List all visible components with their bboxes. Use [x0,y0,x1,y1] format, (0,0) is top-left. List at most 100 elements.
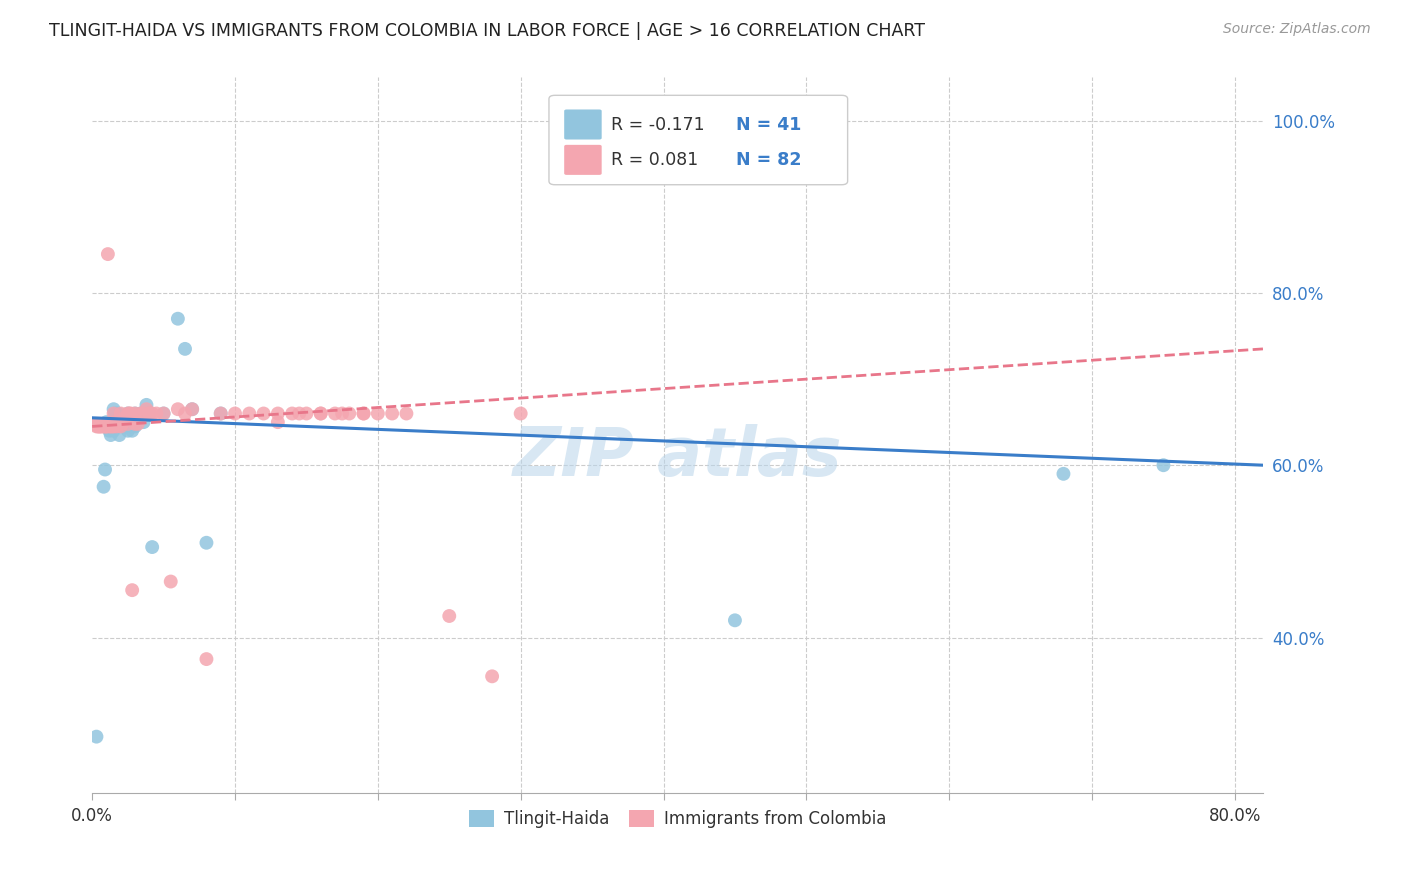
Point [115,419,138,434]
Point [295,407,318,421]
Point [135,402,157,417]
Point [103,407,125,421]
Point [118,415,141,429]
Point [90,417,112,431]
Point [145,407,167,421]
Point [117,407,139,421]
Point [112,415,135,429]
Text: Source: ZipAtlas.com: Source: ZipAtlas.com [1223,22,1371,37]
Point [101,419,124,434]
Point [224,407,246,421]
Point [103,417,125,431]
Point [94,419,117,434]
Point [118,407,141,421]
Point [337,407,360,421]
Point [98,417,121,431]
Point [105,410,128,425]
Point [100,417,122,431]
Point [129,407,152,421]
Point [124,417,146,431]
Point [132,415,155,429]
Point [86,730,108,744]
Point [112,419,135,434]
Text: N = 41: N = 41 [737,115,801,134]
Point [121,424,143,438]
Point [367,407,389,421]
Point [110,407,132,421]
Point [91,417,114,431]
Point [181,402,204,417]
Point [94,417,117,431]
Point [93,417,115,431]
Point [209,407,232,421]
Point [121,583,143,598]
Point [138,407,160,421]
Point [91,419,114,434]
Point [87,417,110,431]
Point [89,417,111,431]
Text: N = 82: N = 82 [737,151,801,169]
Point [108,428,131,442]
Point [114,415,136,429]
Point [195,652,218,666]
Point [174,342,197,356]
Point [138,407,160,421]
Point [107,407,129,421]
Point [108,415,131,429]
Point [195,535,218,549]
Point [152,407,174,421]
Point [439,609,461,624]
Point [104,415,127,429]
Point [110,415,132,429]
Point [107,417,129,431]
Point [323,407,346,421]
Point [181,402,204,417]
Point [124,407,146,421]
Point [117,424,139,438]
FancyBboxPatch shape [548,95,848,185]
Point [127,417,149,431]
Text: TLINGIT-HAIDA VS IMMIGRANTS FROM COLOMBIA IN LABOR FORCE | AGE > 16 CORRELATION : TLINGIT-HAIDA VS IMMIGRANTS FROM COLOMBI… [49,22,925,40]
Point [129,407,152,421]
Point [97,417,120,431]
Point [138,407,160,421]
Point [103,402,125,417]
Point [100,419,122,434]
Point [89,419,111,434]
Point [96,419,118,434]
Point [330,407,353,421]
Point [127,410,149,425]
Point [104,407,127,421]
Point [167,402,190,417]
FancyBboxPatch shape [564,110,602,139]
Point [97,247,120,261]
Point [86,417,108,431]
Point [209,407,232,421]
Point [96,415,118,429]
Point [101,417,124,431]
Point [111,410,134,425]
Point [353,407,375,421]
Text: R = -0.171: R = -0.171 [612,115,704,134]
Point [93,419,115,434]
Point [120,419,142,434]
Point [267,415,290,429]
Point [98,424,121,438]
Point [86,419,108,434]
Point [509,407,531,421]
Point [117,407,139,421]
Point [1152,458,1174,473]
Point [90,419,112,434]
Point [353,407,375,421]
Point [159,574,181,589]
Point [395,407,418,421]
Point [103,419,125,434]
Point [141,407,163,421]
Text: R = 0.081: R = 0.081 [612,151,699,169]
Point [174,407,197,421]
Point [152,407,174,421]
Point [89,419,111,434]
Point [724,613,747,627]
Point [105,419,128,434]
Point [94,462,117,476]
